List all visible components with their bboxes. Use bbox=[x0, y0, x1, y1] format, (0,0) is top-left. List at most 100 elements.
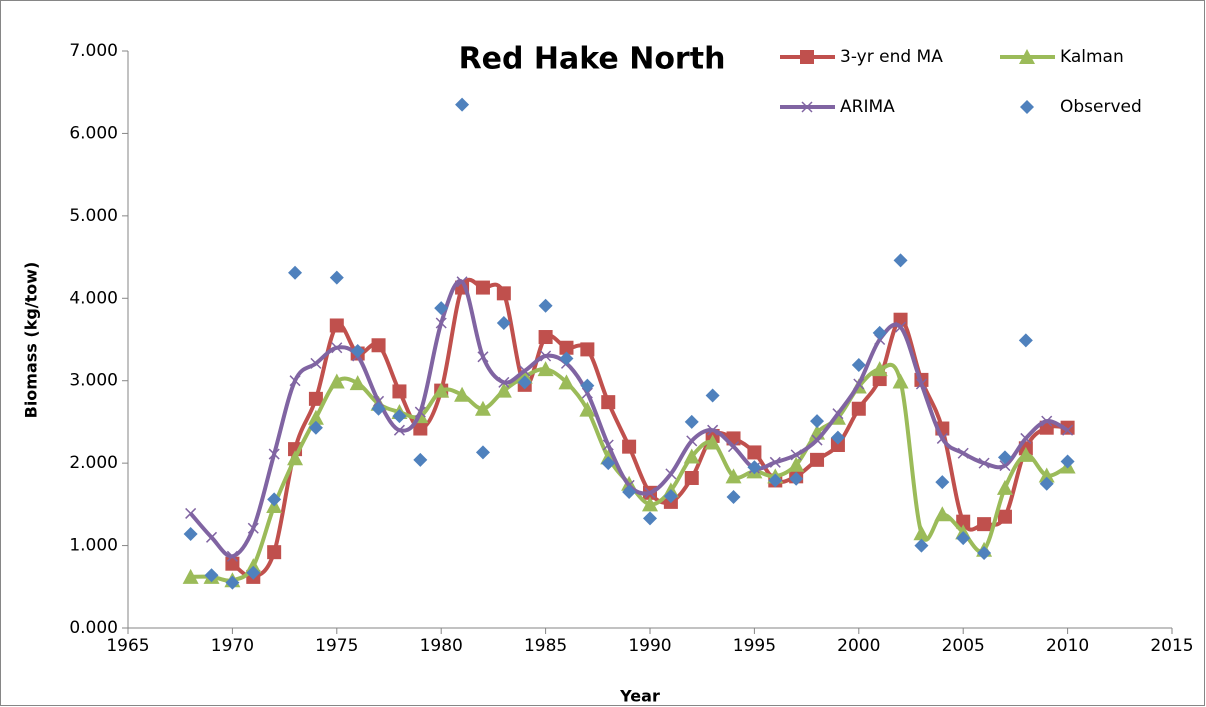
data-point bbox=[1038, 467, 1055, 483]
data-point bbox=[642, 496, 658, 512]
x-tick-label: 1995 bbox=[733, 636, 776, 656]
data-point bbox=[726, 489, 741, 504]
data-point bbox=[977, 517, 992, 532]
data-point bbox=[895, 321, 907, 333]
y-tick-label: 0.000 bbox=[69, 618, 118, 638]
data-point bbox=[433, 382, 450, 398]
data-point bbox=[540, 350, 552, 362]
data-point bbox=[328, 373, 345, 389]
data-point bbox=[226, 550, 238, 562]
data-point bbox=[580, 378, 595, 393]
data-point bbox=[581, 387, 593, 399]
legend-label: Kalman bbox=[1060, 47, 1124, 67]
data-point bbox=[956, 514, 971, 529]
data-point bbox=[538, 298, 553, 313]
data-point bbox=[225, 575, 240, 590]
data-point bbox=[915, 378, 927, 390]
data-point bbox=[477, 351, 489, 363]
data-point bbox=[246, 565, 261, 580]
data-point bbox=[392, 409, 407, 424]
data-point bbox=[683, 448, 700, 464]
data-point bbox=[496, 316, 511, 331]
legend-label: 3-yr end MA bbox=[840, 47, 943, 67]
data-point bbox=[957, 447, 969, 459]
data-point bbox=[811, 434, 823, 446]
data-point bbox=[268, 448, 280, 460]
data-point bbox=[349, 375, 366, 391]
data-point bbox=[288, 265, 303, 280]
data-point bbox=[892, 373, 909, 389]
data-point bbox=[790, 449, 802, 461]
x-tick-label: 1985 bbox=[524, 636, 567, 656]
data-point bbox=[997, 450, 1012, 465]
data-point bbox=[643, 511, 657, 526]
data-point bbox=[853, 378, 865, 390]
data-point bbox=[725, 468, 742, 484]
data-point bbox=[392, 384, 407, 399]
data-point bbox=[601, 395, 616, 410]
data-point bbox=[830, 438, 845, 453]
x-axis-label: Year bbox=[619, 687, 660, 706]
data-point bbox=[247, 522, 259, 534]
y-tick-label: 5.000 bbox=[69, 206, 118, 226]
data-point bbox=[602, 439, 614, 451]
x-tick-label: 1975 bbox=[315, 636, 358, 656]
data-point bbox=[1062, 424, 1074, 436]
data-point bbox=[705, 388, 720, 403]
x-tick-label: 1970 bbox=[211, 636, 254, 656]
data-point bbox=[331, 342, 343, 354]
data-point bbox=[183, 527, 198, 542]
legend-marker bbox=[1019, 49, 1035, 64]
data-point bbox=[496, 286, 511, 301]
data-point bbox=[769, 456, 781, 468]
data-point bbox=[435, 317, 447, 329]
data-point bbox=[393, 424, 405, 436]
data-point bbox=[788, 456, 805, 472]
data-point bbox=[622, 439, 637, 454]
data-point bbox=[893, 253, 908, 268]
data-point bbox=[310, 357, 322, 369]
data-point bbox=[956, 531, 971, 546]
data-point bbox=[1017, 446, 1034, 462]
data-point bbox=[474, 400, 491, 416]
data-point bbox=[289, 375, 301, 387]
data-point bbox=[832, 408, 844, 420]
data-point bbox=[519, 365, 531, 377]
data-point bbox=[684, 470, 699, 485]
x-tick-label: 1965 bbox=[106, 636, 149, 656]
data-point bbox=[559, 351, 574, 366]
data-point bbox=[996, 479, 1013, 495]
data-point bbox=[413, 421, 428, 436]
data-point bbox=[935, 475, 950, 490]
data-point bbox=[789, 471, 804, 486]
data-point bbox=[601, 456, 616, 471]
data-point bbox=[414, 406, 426, 418]
y-tick-label: 4.000 bbox=[69, 288, 118, 308]
data-point bbox=[329, 318, 344, 333]
data-point bbox=[727, 441, 740, 453]
data-point bbox=[747, 445, 762, 460]
data-point bbox=[1060, 420, 1075, 435]
data-point bbox=[434, 301, 449, 316]
data-point bbox=[495, 382, 512, 398]
data-point bbox=[579, 401, 596, 417]
data-point bbox=[663, 489, 678, 504]
data-point bbox=[182, 568, 199, 584]
data-point bbox=[810, 414, 825, 429]
x-tick-label: 2010 bbox=[1046, 636, 1089, 656]
data-point bbox=[267, 492, 282, 507]
data-point bbox=[517, 375, 532, 390]
data-point bbox=[559, 340, 574, 355]
legend-label: ARIMA bbox=[840, 97, 895, 117]
data-point bbox=[851, 401, 866, 416]
y-tick-label: 1.000 bbox=[69, 536, 118, 556]
data-point bbox=[413, 452, 428, 467]
data-point bbox=[185, 507, 197, 519]
data-point bbox=[810, 452, 825, 467]
data-point bbox=[307, 409, 324, 425]
data-point bbox=[977, 545, 992, 560]
data-point bbox=[287, 450, 304, 466]
data-point bbox=[580, 342, 595, 357]
